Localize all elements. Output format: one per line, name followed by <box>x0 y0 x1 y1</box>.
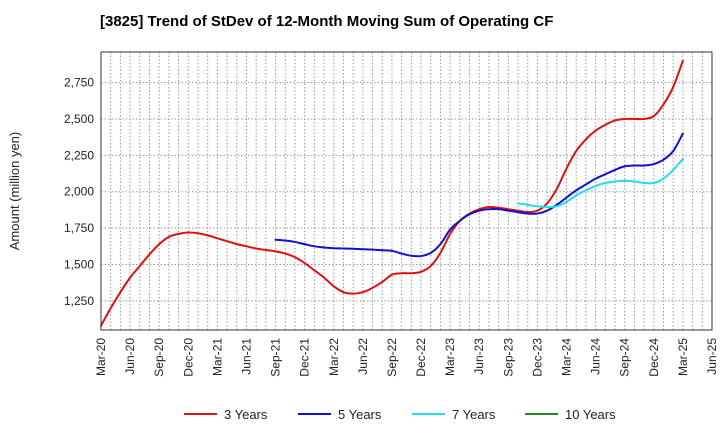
x-tick-label: Mar-24 <box>560 338 574 376</box>
x-tick-label: Jun-21 <box>239 338 253 375</box>
y-tick-label: 1,750 <box>64 221 94 235</box>
x-tick-label: Jun-23 <box>472 338 486 375</box>
x-tick-label: Dec-22 <box>414 338 428 377</box>
x-tick-label: Sep-22 <box>385 338 399 377</box>
x-tick-label: Dec-20 <box>181 338 195 377</box>
x-tick-label: Dec-24 <box>647 338 661 377</box>
y-tick-label: 2,250 <box>64 148 94 162</box>
y-tick-label: 1,500 <box>64 258 94 272</box>
legend-label-7-years: 7 Years <box>452 407 496 422</box>
grid <box>101 52 712 330</box>
x-tick-label: Jun-20 <box>123 338 137 375</box>
x-tick-label: Mar-22 <box>327 338 341 376</box>
x-tick-label: Sep-23 <box>501 338 515 377</box>
x-axis-ticks: Mar-20 Jun-20 Sep-20 Dec-20 Mar-21 Jun-21 Sep-… <box>94 338 719 377</box>
plot-area <box>101 52 712 330</box>
series-line-3-years <box>100 59 684 327</box>
x-tick-label: Jun-22 <box>356 338 370 375</box>
y-axis-ticks: 1,250 1,500 1,750 2,000 2,250 2,500 2,750 <box>64 76 94 308</box>
x-tick-label: Mar-21 <box>210 338 224 376</box>
x-tick-label: Mar-20 <box>94 338 108 376</box>
x-tick-label: Sep-20 <box>152 338 166 377</box>
x-tick-label: Dec-23 <box>530 338 544 377</box>
x-tick-label: Sep-21 <box>269 338 283 377</box>
series-lines <box>100 59 684 327</box>
legend-label-5-years: 5 Years <box>338 407 382 422</box>
y-axis-title: Amount (million yen) <box>7 132 22 251</box>
legend: 3 Years 5 Years 7 Years 10 Years <box>184 407 616 422</box>
plot-frame <box>100 51 713 331</box>
series-line-7-years <box>517 157 684 209</box>
x-tick-label: Mar-25 <box>676 338 690 376</box>
y-tick-label: 2,500 <box>64 112 94 126</box>
x-tick-label: Sep-24 <box>618 338 632 377</box>
x-tick-label: Mar-23 <box>443 338 457 376</box>
legend-label-10-years: 10 Years <box>565 407 616 422</box>
series-line-5-years <box>274 132 684 258</box>
y-tick-label: 2,750 <box>64 76 94 90</box>
y-tick-label: 2,000 <box>64 185 94 199</box>
x-tick-label: Jun-25 <box>705 338 719 375</box>
x-tick-label: Dec-21 <box>298 338 312 377</box>
x-tick-label: Jun-24 <box>589 338 603 375</box>
y-tick-label: 1,250 <box>64 294 94 308</box>
legend-label-3-years: 3 Years <box>224 407 268 422</box>
chart-title: [3825] Trend of StDev of 12-Month Moving… <box>100 13 554 30</box>
